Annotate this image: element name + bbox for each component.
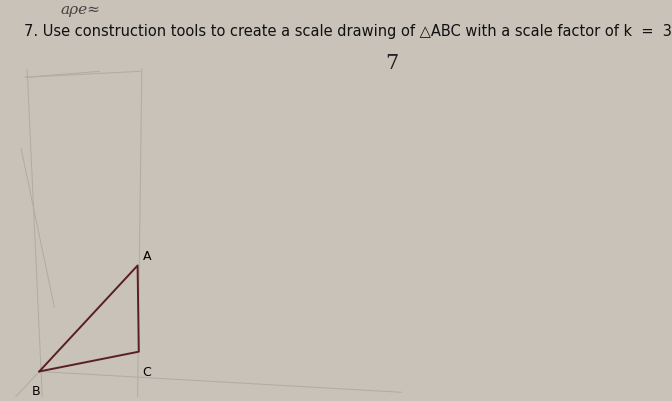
Text: 7. Use construction tools to create a scale drawing of △ABC with a scale factor : 7. Use construction tools to create a sc… [24, 24, 672, 39]
Text: A: A [142, 249, 151, 263]
Text: aρe≈: aρe≈ [60, 3, 100, 17]
Text: C: C [142, 366, 151, 379]
Text: B: B [32, 385, 40, 398]
Text: 7: 7 [385, 55, 398, 73]
